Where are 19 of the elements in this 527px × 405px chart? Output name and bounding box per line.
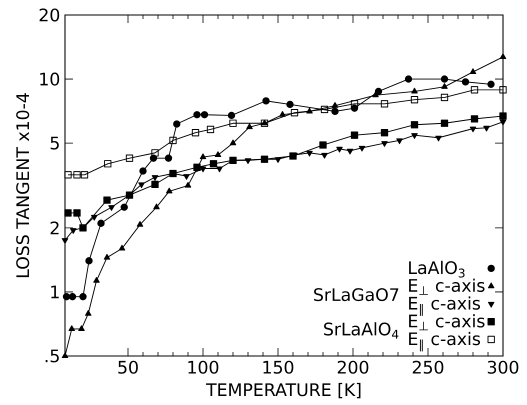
- y-tick-label: 10: [40, 72, 60, 86]
- legend-label: E$_{∥}$ c-axis: [409, 332, 480, 352]
- y-tick-label: .5: [46, 350, 59, 362]
- y-tick-label: 1: [51, 286, 59, 298]
- annotation: SrLaAlO$_{4}$: [324, 322, 398, 339]
- x-tick-label: 300: [488, 360, 518, 374]
- x-tick-label: 100: [188, 360, 218, 374]
- y-tick-label: 20: [40, 8, 60, 22]
- legend-label: E$_{⊥}$ c-axis: [409, 278, 485, 295]
- y-axis-title: LOSS TANGENT x10-4: [16, 93, 30, 278]
- x-tick-label: 250: [412, 360, 444, 374]
- annotation: SrLaGaO7: [314, 288, 398, 302]
- x-axis-title: TEMPERATURE [K]: [206, 382, 360, 398]
- y-tick-label: 2: [50, 221, 59, 234]
- x-tick-label: 200: [338, 360, 368, 374]
- legend-label: LaAlO$_{3}$: [409, 260, 465, 278]
- x-tick-label: 150: [263, 360, 294, 374]
- x-tick-label: 50: [118, 360, 138, 374]
- y-tick-label: 5: [50, 136, 59, 150]
